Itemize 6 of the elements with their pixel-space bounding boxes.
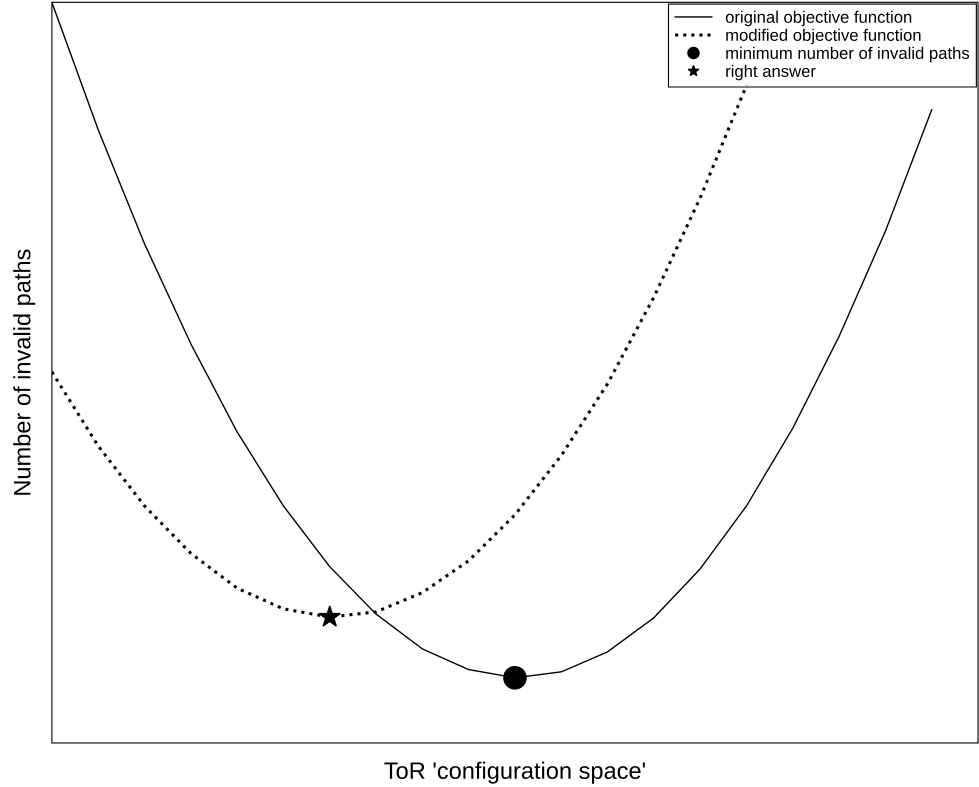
legend-label: minimum number of invalid paths — [726, 46, 970, 62]
legend-label: original objective function — [726, 10, 912, 26]
legend-label: modified objective function — [726, 28, 920, 44]
y-axis-title: Number of invalid paths — [13, 249, 36, 495]
legend-label: right answer — [726, 64, 816, 80]
x-axis-title: ToR 'configuration space' — [384, 762, 645, 784]
